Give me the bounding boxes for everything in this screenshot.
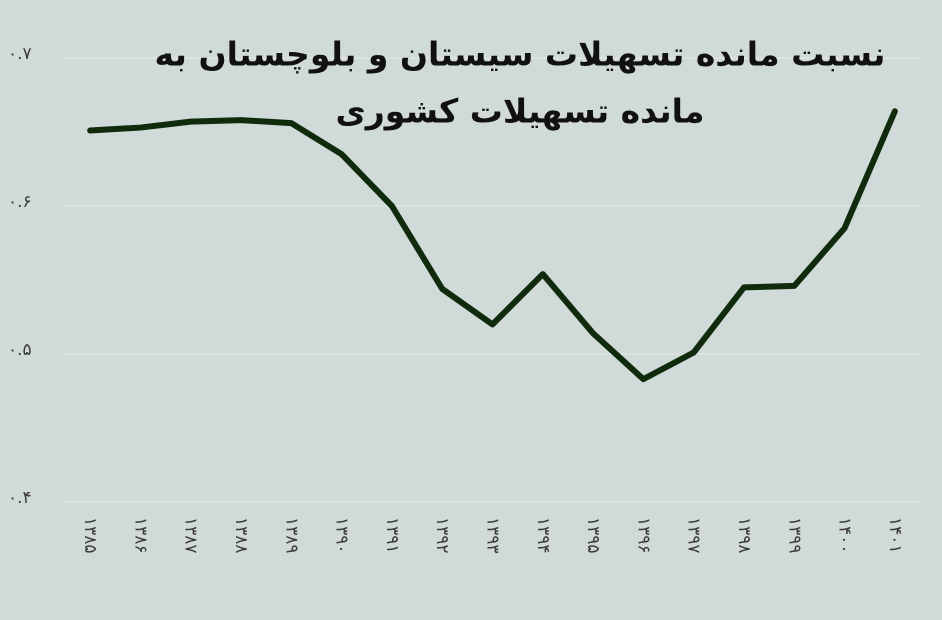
x-tick-label: ۱۴۰۱ (885, 517, 905, 554)
x-tick-label: ۱۳۸۶ (130, 517, 150, 554)
line (87, 108, 898, 383)
x-tick-label: ۱۳۹۱ (382, 517, 402, 554)
x-tick-label: ۱۳۹۵ (583, 517, 603, 554)
x-tick-label: ۱۳۹۰ (332, 517, 352, 554)
x-tick-label: ۱۳۹۹ (784, 517, 804, 554)
x-tick-label: ۱۳۹۸ (734, 517, 754, 554)
x-tick-label: ۱۳۸۷ (181, 517, 201, 554)
x-tick-label: ۱۳۹۷ (684, 517, 704, 554)
y-tick-label: ۰.۶ (8, 192, 32, 212)
x-tick-label: ۱۳۹۴ (533, 517, 553, 554)
x-tick-label: ۱۳۹۲ (432, 517, 452, 554)
x-tick-label: ۱۳۸۸ (231, 517, 251, 554)
chart-title: نسبت مانده تسهیلات سیستان و بلوچستان به (155, 35, 886, 75)
x-tick-label: ۱۴۰۰ (835, 517, 855, 554)
x-tick-label: ۱۳۹۳ (483, 517, 503, 554)
y-tick-label: ۰.۷ (8, 44, 32, 64)
x-tick-label: ۱۳۸۹ (281, 517, 301, 554)
x-tick-label: ۱۳۸۵ (80, 517, 100, 554)
y-tick-label: ۰.۴ (8, 488, 32, 508)
y-tick-label: ۰.۵ (8, 340, 32, 360)
x-tick-label: ۱۳۹۶ (633, 517, 653, 554)
chart-title: مانده تسهیلات کشوری (336, 92, 705, 132)
